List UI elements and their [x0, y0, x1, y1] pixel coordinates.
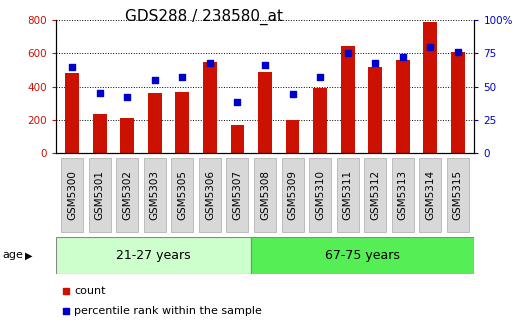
Text: 67-75 years: 67-75 years	[325, 249, 400, 262]
Text: GSM5307: GSM5307	[233, 170, 242, 220]
Bar	[396, 60, 410, 153]
Point	[343, 51, 352, 56]
Bar	[203, 62, 217, 153]
Bar	[258, 72, 272, 153]
Text: percentile rank within the sample: percentile rank within the sample	[74, 306, 262, 316]
Bar	[93, 114, 107, 153]
Bar	[56, 237, 251, 274]
FancyBboxPatch shape	[337, 158, 359, 232]
FancyBboxPatch shape	[226, 158, 249, 232]
Point	[288, 92, 297, 97]
Bar	[175, 92, 189, 153]
Bar	[148, 93, 162, 153]
Bar	[231, 125, 244, 153]
Text: GSM5306: GSM5306	[205, 170, 215, 220]
Text: GSM5311: GSM5311	[342, 170, 352, 220]
Text: GSM5310: GSM5310	[315, 170, 325, 220]
Bar	[341, 46, 355, 153]
Text: GSM5312: GSM5312	[370, 170, 380, 220]
Text: GSM5302: GSM5302	[122, 170, 132, 220]
Bar	[65, 73, 79, 153]
Text: GSM5315: GSM5315	[453, 170, 463, 220]
Text: ▶: ▶	[25, 250, 33, 260]
FancyBboxPatch shape	[89, 158, 111, 232]
FancyBboxPatch shape	[116, 158, 138, 232]
Text: GSM5300: GSM5300	[67, 170, 77, 220]
Point	[233, 100, 242, 105]
Text: 21-27 years: 21-27 years	[116, 249, 191, 262]
FancyBboxPatch shape	[61, 158, 83, 232]
Point	[68, 64, 76, 69]
Point	[178, 75, 187, 80]
Bar	[313, 88, 327, 153]
Bar	[120, 118, 134, 153]
Point	[316, 75, 324, 80]
Bar	[423, 22, 437, 153]
Bar	[368, 68, 382, 153]
Point	[151, 77, 159, 83]
FancyBboxPatch shape	[199, 158, 221, 232]
Point	[399, 55, 407, 60]
Bar	[286, 120, 299, 153]
Text: GSM5305: GSM5305	[178, 170, 188, 220]
Text: GSM5303: GSM5303	[150, 170, 160, 220]
Text: GSM5308: GSM5308	[260, 170, 270, 220]
FancyBboxPatch shape	[364, 158, 386, 232]
Point	[206, 60, 214, 65]
FancyBboxPatch shape	[309, 158, 331, 232]
Point	[371, 60, 379, 65]
Text: GSM5301: GSM5301	[95, 170, 105, 220]
FancyBboxPatch shape	[281, 158, 304, 232]
Text: GSM5314: GSM5314	[425, 170, 435, 220]
Text: GSM5309: GSM5309	[288, 170, 297, 220]
FancyBboxPatch shape	[447, 158, 469, 232]
Point	[261, 62, 269, 68]
Point	[123, 94, 131, 100]
FancyBboxPatch shape	[419, 158, 441, 232]
Bar	[451, 52, 465, 153]
FancyBboxPatch shape	[144, 158, 166, 232]
FancyBboxPatch shape	[392, 158, 414, 232]
Text: GSM5313: GSM5313	[398, 170, 408, 220]
Text: GDS288 / 238580_at: GDS288 / 238580_at	[125, 8, 283, 25]
Text: age: age	[3, 250, 23, 260]
FancyBboxPatch shape	[171, 158, 193, 232]
Bar	[251, 237, 474, 274]
FancyBboxPatch shape	[254, 158, 276, 232]
Point	[454, 49, 462, 55]
Point	[95, 90, 104, 96]
Text: count: count	[74, 286, 105, 296]
Point	[426, 44, 435, 49]
